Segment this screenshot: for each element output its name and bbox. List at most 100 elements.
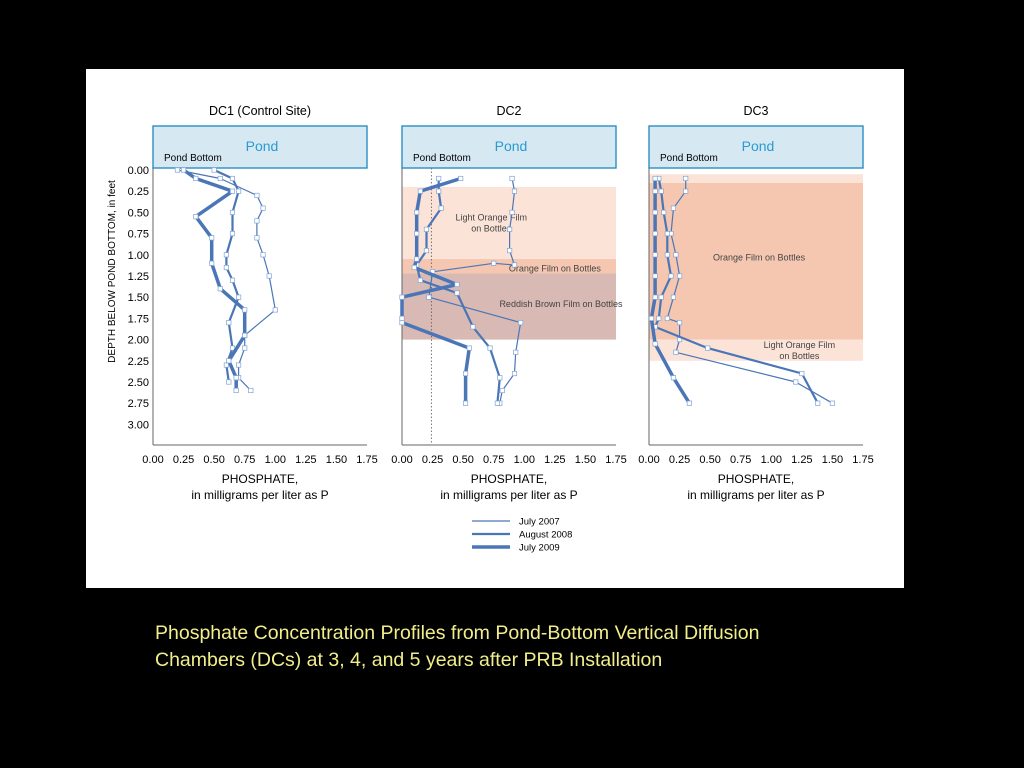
data-point	[229, 175, 236, 182]
chart-panel-3: DC3 Pond Pond Bottom 0.00 0.25 0.50 0.75 1.00 1.…	[638, 104, 873, 502]
series-line-3	[181, 168, 247, 393]
chart-title: DC2	[496, 104, 521, 118]
data-point	[229, 188, 236, 194]
x-axis-label: PHOSPHATE,	[718, 472, 794, 486]
data-point	[423, 226, 430, 232]
data-point	[248, 387, 254, 394]
data-point	[438, 205, 444, 211]
x-tick-label: 1.50	[822, 454, 843, 466]
data-point	[426, 294, 432, 300]
data-point	[463, 370, 469, 377]
data-point	[499, 387, 505, 394]
data-point	[209, 235, 215, 241]
data-point	[193, 175, 199, 182]
data-point	[673, 252, 679, 258]
data-point	[656, 315, 662, 321]
data-point	[683, 175, 689, 182]
data-point	[242, 345, 248, 351]
band-label: on Bottles	[779, 351, 820, 361]
data-point	[652, 231, 658, 237]
y-tick-label: 2.00	[128, 335, 149, 347]
data-point	[272, 307, 278, 313]
x-tick-label: 0.00	[391, 454, 412, 466]
chart-panel-1: DC1 (Control Site) Pond Pond Bottom 0.00 0.2…	[107, 104, 378, 502]
x-tick-label: 1.00	[514, 454, 535, 466]
data-point	[664, 231, 670, 237]
x-tick-label: 1.50	[575, 454, 596, 466]
data-point	[223, 264, 229, 271]
data-point	[399, 315, 405, 321]
film-band	[649, 182, 863, 340]
data-point	[518, 320, 524, 326]
x-tick-label: 1.00	[761, 454, 782, 466]
data-point	[254, 218, 260, 224]
data-point	[509, 209, 515, 215]
data-point	[664, 252, 670, 258]
data-point	[193, 214, 199, 220]
band-label: Light Orange Film	[764, 340, 836, 350]
y-tick-label: 2.25	[128, 356, 149, 368]
data-point	[664, 315, 670, 321]
chart-title: DC3	[743, 104, 768, 118]
x-tick-label: 1.75	[605, 454, 626, 466]
y-tick-label: 1.75	[128, 313, 149, 325]
data-point	[511, 262, 518, 268]
y-tick-label: 0.00	[128, 165, 149, 177]
pond-bottom-label: Pond Bottom	[660, 153, 718, 164]
data-point	[236, 362, 242, 368]
x-tick-label: 1.75	[852, 454, 873, 466]
data-point	[181, 167, 187, 173]
band-label: Orange Film on Bottles	[713, 252, 806, 262]
x-tick-label: 0.25	[422, 454, 443, 466]
data-point	[229, 231, 236, 237]
data-point	[507, 248, 513, 254]
x-tick-label: 1.50	[326, 454, 347, 466]
data-point	[417, 277, 423, 283]
legend: July 2007 August 2008 July 2009	[472, 517, 572, 554]
data-point	[677, 320, 683, 326]
data-point	[266, 273, 272, 279]
data-point	[454, 281, 460, 288]
data-point	[463, 400, 469, 406]
pond-label: Pond	[246, 138, 279, 154]
x-axis-label: PHOSPHATE,	[222, 472, 298, 486]
data-point	[223, 252, 229, 258]
data-point	[652, 341, 658, 347]
x-tick-label: 0.75	[483, 454, 504, 466]
slide-caption: Phosphate Concentration Profiles from Po…	[155, 620, 915, 674]
data-point	[229, 209, 236, 215]
x-axis-label: PHOSPHATE,	[471, 472, 547, 486]
data-point	[487, 345, 493, 351]
data-point	[648, 315, 654, 321]
data-point	[254, 235, 260, 241]
data-point	[242, 307, 248, 313]
data-point	[658, 294, 664, 300]
x-tick-label: 0.50	[203, 454, 224, 466]
x-tick-label: 1.00	[265, 454, 286, 466]
data-point	[226, 358, 232, 364]
film-band	[649, 174, 863, 183]
pond-bottom-label: Pond Bottom	[164, 153, 222, 164]
data-point	[436, 175, 442, 182]
data-point	[260, 252, 266, 258]
data-point	[494, 400, 500, 406]
pond-box	[152, 125, 368, 169]
figure-panel: DC1 (Control Site) Pond Pond Bottom 0.00 0.2…	[86, 69, 904, 588]
data-point	[217, 286, 223, 292]
y-tick-label: 1.50	[128, 292, 149, 304]
data-point	[466, 345, 472, 351]
x-tick-label: 0.00	[638, 454, 659, 466]
band-label: Orange Film on Bottles	[509, 264, 602, 274]
data-point	[254, 192, 260, 198]
data-point	[670, 205, 677, 211]
data-point	[229, 277, 236, 283]
y-tick-label: 1.00	[128, 250, 149, 262]
data-point	[677, 273, 683, 279]
pond-label: Pond	[742, 138, 775, 154]
data-point	[436, 188, 442, 194]
series-line-2	[653, 177, 819, 405]
pond-label: Pond	[495, 138, 528, 154]
pond-box	[648, 125, 864, 169]
y-tick-label: 0.25	[128, 186, 149, 198]
data-point	[686, 400, 692, 406]
